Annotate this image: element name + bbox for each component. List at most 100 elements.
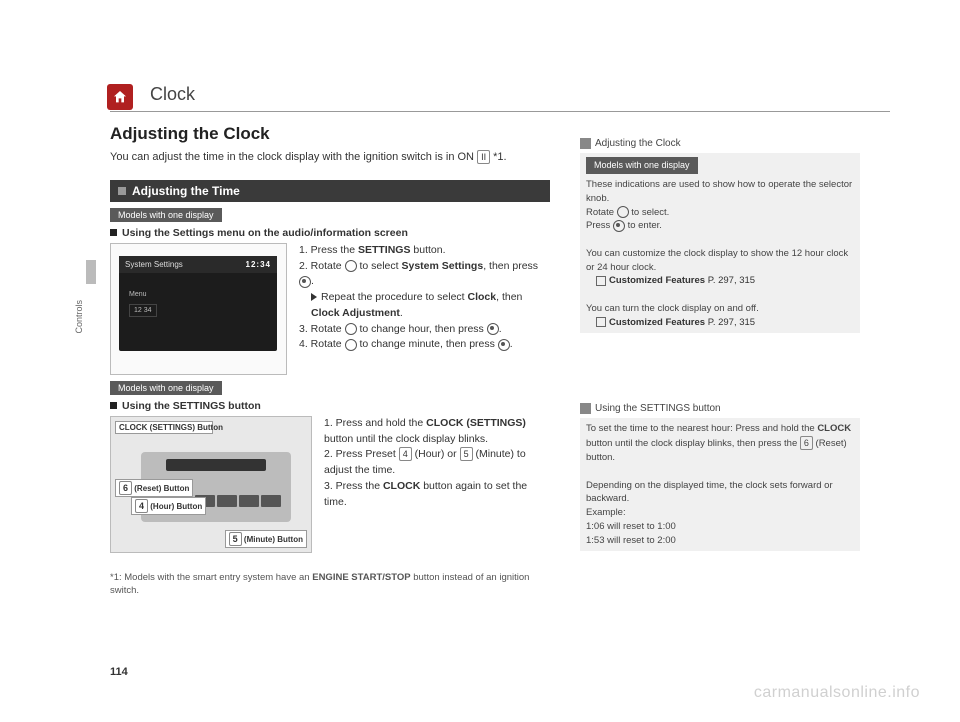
subhead-settings-button: Using the SETTINGS button: [110, 400, 550, 412]
subhead-settings-menu: Using the Settings menu on the audio/inf…: [110, 227, 550, 239]
subhead-label: Using the SETTINGS button: [122, 400, 261, 412]
page-number: 114: [110, 666, 128, 678]
t: Clock: [468, 291, 497, 303]
illustration-screen: System Settings 12:34 Menu 12 34: [110, 243, 287, 375]
t: You can customize the clock display to s…: [586, 247, 854, 275]
t: button until the clock display blinks.: [324, 433, 488, 445]
main-column: Adjusting the Clock You can adjust the t…: [110, 112, 550, 598]
illustration-radio: CLOCK (SETTINGS) Button 6 (Reset) Button…: [110, 416, 312, 553]
t: to select.: [629, 207, 670, 218]
t: (Hour) Button: [150, 502, 202, 511]
t: 1:53 will reset to 2:00: [586, 534, 854, 548]
ref-link[interactable]: Customized Features P. 297, 315: [596, 316, 854, 330]
t: CLOCK: [383, 480, 420, 492]
section-tab: [86, 260, 96, 284]
t: button.: [410, 244, 445, 256]
t: Repeat the procedure to select: [321, 291, 468, 303]
ignition-key: II: [477, 150, 490, 164]
side-box-a: Models with one display These indication…: [580, 153, 860, 333]
t: CLOCK (SETTINGS): [426, 417, 526, 429]
callout-reset: 6 (Reset) Button: [115, 479, 193, 497]
callout-clock-button: CLOCK (SETTINGS) Button: [115, 421, 213, 434]
k: 5: [460, 447, 473, 461]
side-box-b: To set the time to the nearest hour: Pre…: [580, 418, 860, 551]
t: (Hour) or: [412, 448, 460, 460]
t: 1:06 will reset to 1:00: [586, 520, 854, 534]
t: CLOCK: [817, 423, 851, 434]
t: .: [400, 307, 403, 319]
t: P. 297, 315: [705, 317, 755, 328]
t: P. 297, 315: [705, 275, 755, 286]
callout-hour: 4 (Hour) Button: [131, 497, 206, 515]
t: *1: Models with the smart entry system h…: [110, 572, 312, 583]
ref-link[interactable]: Customized Features P. 297, 315: [596, 274, 854, 288]
t: 2. Rotate: [299, 260, 345, 272]
t: 1. Press the: [299, 244, 358, 256]
page-content: Clock Adjusting the Clock You can adjust…: [110, 80, 890, 598]
press-icon: [299, 276, 311, 288]
t: Customized Features: [609, 275, 705, 286]
t: To set the time to the nearest hour: Pre…: [586, 423, 817, 434]
t: Customized Features: [609, 317, 705, 328]
t: , then: [496, 291, 522, 303]
t: ENGINE START/STOP: [312, 572, 410, 583]
t: to change hour, then press: [357, 323, 487, 335]
side-column: Adjusting the Clock Models with one disp…: [580, 112, 860, 598]
t: Press: [586, 220, 613, 231]
t: button until the clock display blinks, t…: [586, 438, 800, 449]
k: 6: [119, 481, 132, 495]
screen-menu: Menu: [129, 291, 267, 298]
steps-list-a: 1. Press the SETTINGS button. 2. Rotate …: [299, 243, 550, 375]
press-icon: [487, 323, 499, 335]
screen-label: System Settings: [125, 260, 183, 269]
t: (Minute) Button: [244, 535, 303, 544]
t: (Reset) Button: [134, 484, 189, 493]
callout-minute: 5 (Minute) Button: [225, 530, 307, 548]
rotate-icon: [617, 206, 629, 218]
steps-list-b: 1. Press and hold the CLOCK (SETTINGS) b…: [324, 416, 550, 553]
screen-time: 12:34: [246, 260, 271, 269]
t: Clock Adjustment: [311, 307, 400, 319]
page-title: Clock: [110, 80, 890, 112]
t: Rotate: [586, 207, 617, 218]
intro-post: *1.: [490, 151, 507, 163]
t: to enter.: [625, 220, 662, 231]
k: 4: [135, 499, 148, 513]
t: Depending on the displayed time, the clo…: [586, 479, 854, 507]
rotate-icon: [345, 339, 357, 351]
intro-pre: You can adjust the time in the clock dis…: [110, 151, 477, 163]
watermark: carmanualsonline.info: [754, 684, 920, 702]
k: 6: [800, 436, 813, 450]
t: , then press: [483, 260, 538, 272]
press-icon: [613, 220, 625, 232]
t: to change minute, then press: [357, 338, 498, 350]
t: 1. Press and hold the: [324, 417, 426, 429]
t: Using the SETTINGS button: [595, 403, 721, 414]
triangle-icon: [311, 293, 317, 301]
t: 4. Rotate: [299, 338, 345, 350]
footnote: *1: Models with the smart entry system h…: [110, 571, 550, 598]
section-header-time: Adjusting the Time: [110, 180, 550, 202]
t: You can turn the clock display on and of…: [586, 302, 854, 316]
main-heading: Adjusting the Clock: [110, 124, 550, 144]
intro-text: You can adjust the time in the clock dis…: [110, 150, 550, 166]
rotate-icon: [345, 260, 357, 272]
t: 3. Press the: [324, 480, 383, 492]
k: 4: [399, 447, 412, 461]
model-tag: Models with one display: [110, 208, 222, 222]
model-tag: Models with one display: [110, 381, 222, 395]
section-header-label: Adjusting the Time: [132, 184, 240, 198]
rotate-icon: [345, 323, 357, 335]
t: Example:: [586, 506, 854, 520]
t: System Settings: [401, 260, 483, 272]
t: 2. Press Preset: [324, 448, 399, 460]
t: 3. Rotate: [299, 323, 345, 335]
t: These indications are used to show how t…: [586, 178, 854, 206]
k: 5: [229, 532, 242, 546]
side-head-a: Adjusting the Clock: [580, 138, 860, 149]
sidebar-label: Controls: [74, 300, 84, 334]
t: SETTINGS: [358, 244, 411, 256]
press-icon: [498, 339, 510, 351]
t: Adjusting the Clock: [595, 138, 681, 149]
t: to select: [357, 260, 402, 272]
